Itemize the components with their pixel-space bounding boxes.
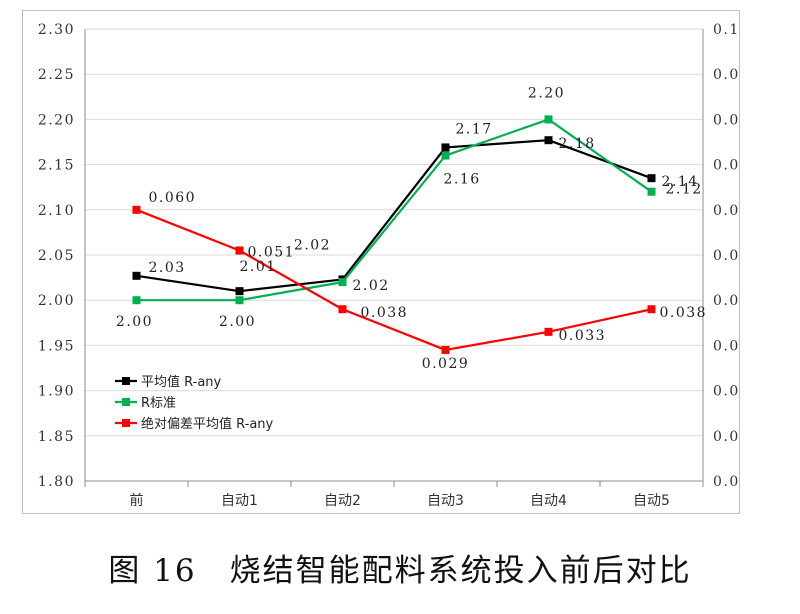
y-right-tick-label: 0.000 bbox=[713, 474, 739, 490]
y-right-tick-label: 0.070 bbox=[713, 158, 739, 174]
data-label: 2.12 bbox=[666, 182, 703, 198]
data-point bbox=[338, 305, 347, 314]
y-right-tick-label: 0.100 bbox=[713, 22, 739, 38]
series-layer bbox=[132, 115, 656, 354]
x-tick-label: 前 bbox=[130, 492, 144, 509]
data-point bbox=[132, 205, 141, 214]
y-left-tick-label: 1.85 bbox=[38, 429, 75, 445]
y-right-tick-label: 0.090 bbox=[713, 67, 739, 83]
legend-label: 平均值 R-any bbox=[141, 374, 222, 390]
data-label: 2.02 bbox=[294, 237, 331, 253]
legend-marker bbox=[122, 398, 130, 406]
x-tick-label: 自动3 bbox=[427, 493, 464, 509]
y-right-tick-label: 0.050 bbox=[713, 248, 739, 264]
y-left-tick-label: 2.20 bbox=[38, 112, 75, 128]
data-point bbox=[235, 246, 244, 255]
data-label: 0.038 bbox=[660, 305, 708, 321]
data-label: 2.01 bbox=[240, 259, 277, 275]
data-point bbox=[544, 115, 553, 124]
data-point bbox=[544, 136, 553, 145]
series-line bbox=[136, 208, 652, 352]
x-tick-label: 自动2 bbox=[324, 493, 361, 509]
x-tick-label: 自动1 bbox=[221, 493, 258, 509]
y-left-tick-label: 1.90 bbox=[38, 384, 75, 400]
data-point bbox=[338, 278, 347, 287]
data-point bbox=[647, 174, 656, 183]
grid-layer bbox=[85, 28, 703, 482]
data-label: 0.038 bbox=[361, 305, 409, 321]
axis-layer: 1.80 1.85 1.90 1.95 2.00 2.05 2.10 2.15 2.20 2.25… bbox=[38, 22, 739, 509]
x-tick-label: 自动4 bbox=[530, 493, 567, 509]
y-right-tick-label: 0.040 bbox=[713, 293, 739, 309]
data-label: 0.029 bbox=[422, 356, 470, 372]
data-point bbox=[647, 187, 656, 196]
y-right-tick-label: 0.030 bbox=[713, 338, 739, 354]
y-right-tick-label: 0.080 bbox=[713, 112, 739, 128]
legend-marker bbox=[122, 377, 130, 385]
y-left-tick-label: 2.00 bbox=[38, 293, 75, 309]
data-label: 2.00 bbox=[219, 314, 256, 330]
data-point bbox=[441, 143, 450, 152]
data-label: 2.17 bbox=[456, 121, 493, 137]
data-label: 2.14 bbox=[662, 174, 699, 190]
data-label: 0.060 bbox=[149, 190, 197, 206]
y-left-tick-label: 1.95 bbox=[38, 338, 75, 354]
y-right-tick-label: 0.060 bbox=[713, 203, 739, 219]
series-line bbox=[136, 118, 653, 302]
y-left-tick-label: 2.05 bbox=[38, 248, 75, 264]
series-line bbox=[136, 139, 652, 293]
y-left-tick-label: 2.25 bbox=[38, 67, 75, 83]
data-label: 2.18 bbox=[559, 136, 596, 152]
data-label: 2.02 bbox=[353, 278, 390, 294]
legend-label: R标准 bbox=[141, 396, 176, 411]
y-right-tick-label: 0.010 bbox=[713, 429, 739, 445]
data-point bbox=[441, 151, 450, 160]
y-left-tick-label: 1.80 bbox=[38, 474, 75, 490]
data-point bbox=[132, 296, 141, 305]
line-chart: 1.80 1.85 1.90 1.95 2.00 2.05 2.10 2.15 2.20 2.25… bbox=[38, 22, 739, 509]
legend-label: 绝对偏差平均值 R-any bbox=[141, 416, 274, 432]
y-left-tick-label: 2.10 bbox=[38, 203, 75, 219]
data-point bbox=[544, 327, 553, 336]
x-tick-label: 自动5 bbox=[633, 493, 670, 509]
y-left-tick-label: 2.15 bbox=[38, 158, 75, 174]
data-label: 2.00 bbox=[116, 314, 153, 330]
data-label: 2.03 bbox=[149, 260, 186, 276]
data-label: 2.20 bbox=[528, 85, 565, 101]
chart-frame: 1.80 1.85 1.90 1.95 2.00 2.05 2.10 2.15 2.20 2.25… bbox=[22, 10, 740, 514]
y-left-tick-label: 2.30 bbox=[38, 22, 75, 38]
figure-caption: 图 16 烧结智能配料系统投入前后对比 bbox=[108, 553, 692, 589]
data-point bbox=[235, 296, 244, 305]
data-label: 2.16 bbox=[444, 172, 481, 188]
legend-marker bbox=[122, 419, 130, 427]
data-point bbox=[441, 345, 450, 354]
data-point bbox=[132, 271, 141, 280]
data-label-layer: 2.03 2.01 2.02 2.17 2.18 2.14 2.00 2.00 2.02 2.16… bbox=[116, 85, 708, 372]
data-point bbox=[647, 305, 656, 314]
data-point bbox=[235, 287, 244, 296]
data-label: 0.051 bbox=[248, 244, 296, 260]
data-label: 0.033 bbox=[559, 328, 607, 344]
y-right-tick-label: 0.020 bbox=[713, 384, 739, 400]
